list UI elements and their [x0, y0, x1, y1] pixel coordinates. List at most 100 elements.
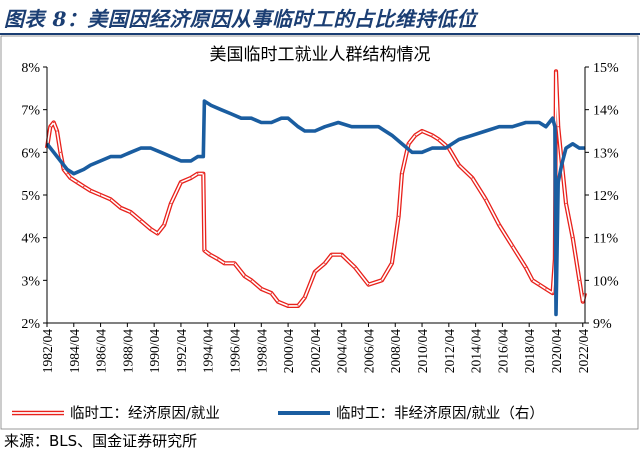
data-point [120, 207, 122, 209]
data-point [552, 292, 554, 294]
data-point [572, 143, 574, 145]
data-point [414, 134, 416, 136]
data-point [217, 258, 219, 260]
series-line-noneconomic [45, 99, 585, 317]
data-point [66, 173, 68, 175]
data-point [331, 254, 333, 256]
data-point [545, 126, 547, 128]
data-point [351, 126, 353, 128]
x-tick-label: 2014/04 [469, 329, 484, 374]
data-point [538, 121, 540, 124]
data-point [180, 160, 182, 162]
data-point [304, 296, 306, 298]
data-point [202, 173, 204, 175]
chart-frame [0, 35, 639, 430]
data-point [555, 70, 557, 72]
y-right-tick-label: 11% [593, 232, 618, 247]
data-point [89, 190, 92, 192]
data-point [324, 262, 326, 264]
data-point [364, 126, 366, 128]
x-tick-label: 2008/04 [388, 329, 403, 374]
y-right-tick-label: 13% [593, 146, 619, 161]
data-point [314, 271, 316, 273]
data-point [354, 266, 356, 269]
data-point [100, 194, 102, 196]
data-point [561, 164, 563, 166]
data-point [73, 173, 75, 175]
data-point [471, 134, 473, 136]
data-point [304, 130, 306, 132]
series-noneconomic [45, 99, 586, 317]
data-point [297, 126, 299, 128]
data-point [582, 301, 584, 303]
data-point [197, 156, 199, 158]
data-point [140, 147, 142, 149]
data-point [471, 177, 473, 179]
data-point [401, 143, 403, 145]
data-point [53, 121, 55, 124]
data-point [525, 266, 527, 269]
axes: 2% 3% 4% 5% 6% 7% 8% 9% 10% 11% 12% 13% 14% 15% 1982/0… [21, 61, 619, 373]
data-point [63, 168, 65, 170]
data-point [270, 121, 272, 124]
x-tick-label: 1992/04 [174, 329, 189, 374]
data-point [210, 104, 212, 106]
x-tick-label: 2012/04 [442, 329, 457, 374]
data-point [69, 177, 71, 179]
data-point [83, 168, 85, 170]
data-point [240, 117, 242, 119]
chart-title: 美国临时工就业人群结构情况 [210, 45, 431, 65]
x-tick-label: 2002/04 [308, 329, 323, 374]
data-point [250, 117, 252, 119]
data-point [555, 313, 557, 316]
data-point [421, 151, 423, 153]
data-point [525, 121, 527, 124]
x-tick-label: 1998/04 [254, 329, 269, 374]
source-note: 来源：BLS、国金证券研究所 [4, 432, 198, 450]
data-point [531, 279, 534, 281]
data-point [120, 156, 122, 158]
data-point [485, 130, 487, 132]
data-point [170, 202, 172, 205]
data-point [56, 130, 58, 132]
x-tick-label: 1984/04 [67, 329, 82, 374]
x-tick-label: 2022/04 [576, 329, 591, 374]
data-point [59, 160, 62, 162]
y-left-tick-label: 6% [21, 146, 40, 161]
data-point [557, 126, 559, 128]
data-point [89, 164, 92, 166]
data-point [381, 279, 383, 281]
x-tick-label: 1988/04 [120, 329, 135, 374]
x-tick-label: 1986/04 [94, 329, 109, 374]
data-point [260, 288, 262, 290]
x-tick-label: 2018/04 [522, 329, 537, 374]
x-tick-label: 1994/04 [201, 329, 216, 374]
data-point [150, 228, 152, 230]
data-point [408, 143, 410, 145]
data-point [411, 151, 413, 153]
data-point [458, 138, 460, 141]
x-tick-label: 2006/04 [361, 329, 376, 374]
data-point [49, 126, 51, 128]
data-point [190, 177, 192, 179]
data-point [498, 224, 500, 226]
data-point [287, 117, 289, 119]
y-right-tick-label: 12% [593, 189, 619, 204]
data-point [314, 130, 316, 132]
data-point [377, 126, 380, 128]
x-tick-label: 2000/04 [281, 329, 296, 374]
data-point [511, 245, 513, 247]
series-line-economic-inner [46, 70, 586, 307]
data-point [458, 164, 460, 166]
data-point [209, 254, 211, 256]
data-point [180, 181, 182, 183]
data-point [438, 138, 440, 141]
data-point [565, 202, 567, 205]
data-point [367, 284, 370, 286]
y-left-tick-label: 7% [21, 104, 40, 119]
data-point [76, 181, 78, 183]
data-point [130, 211, 132, 213]
data-point [297, 305, 299, 307]
x-tick-label: 2016/04 [495, 329, 510, 374]
data-point [552, 117, 554, 119]
